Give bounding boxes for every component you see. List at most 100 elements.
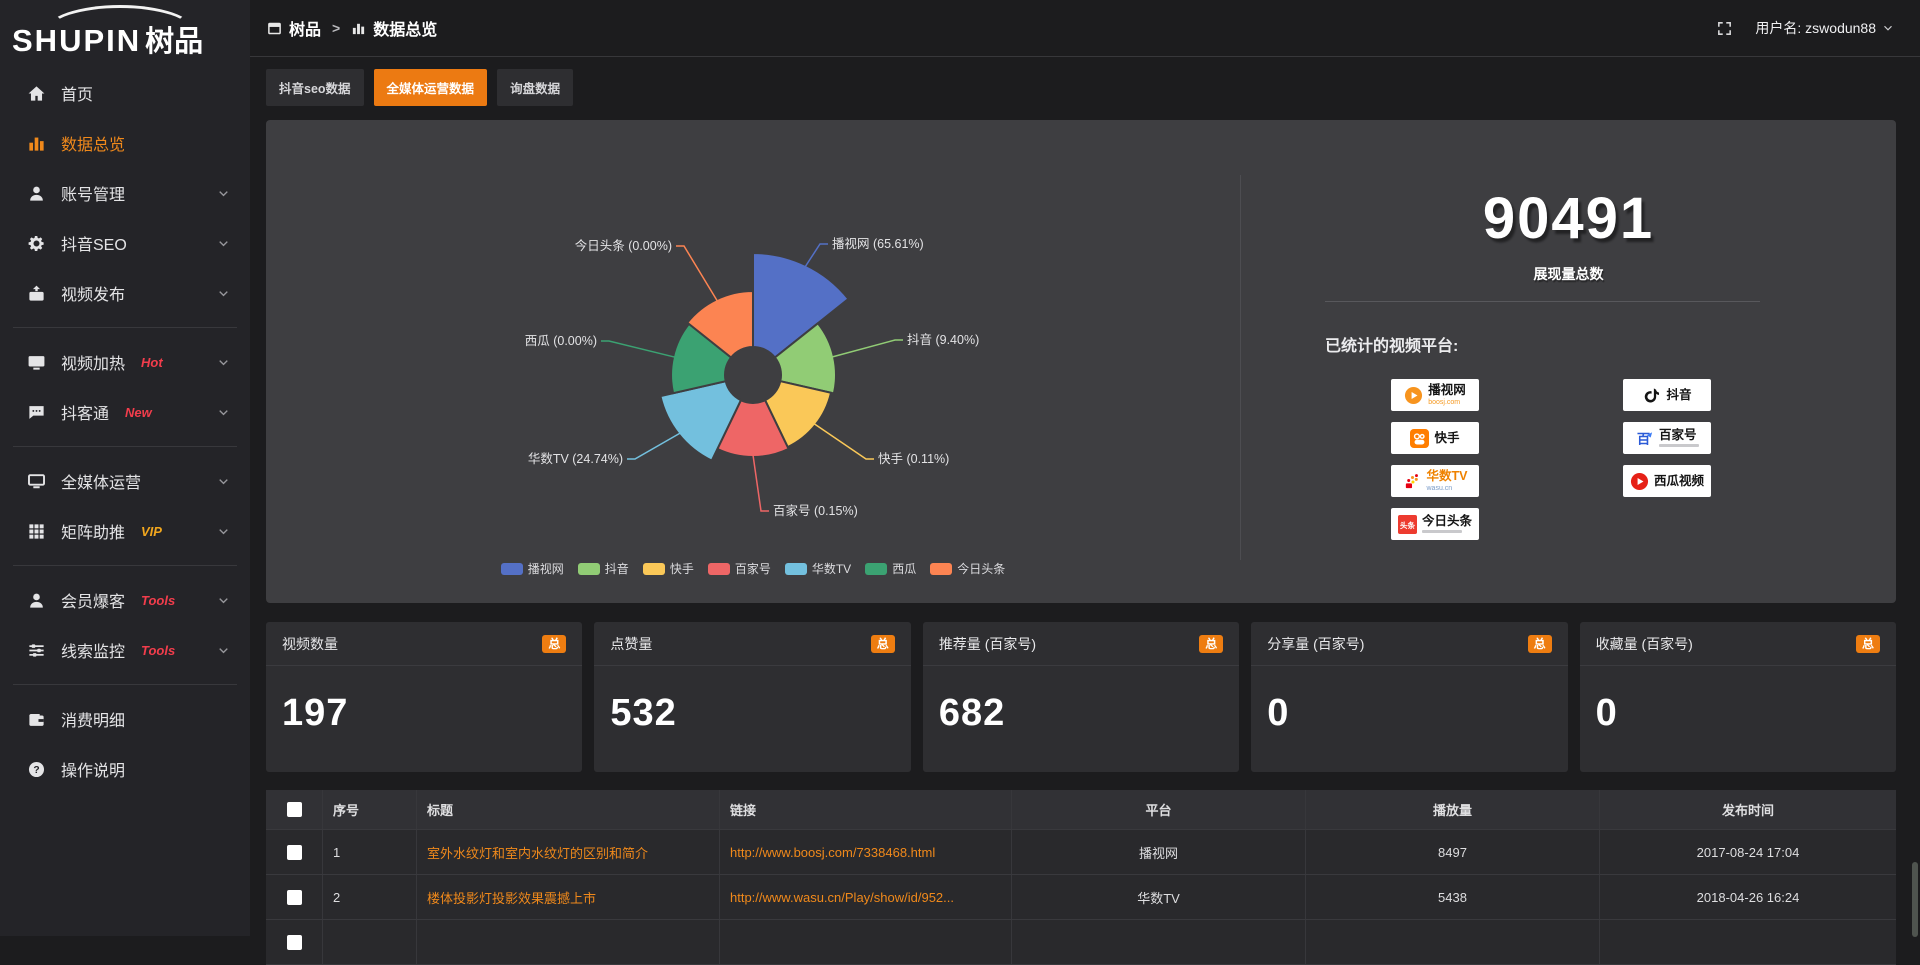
- breadcrumb-root[interactable]: 树品: [267, 16, 321, 40]
- platform-sub: boosj.com: [1428, 399, 1460, 406]
- stat-card-header: 推荐量 (百家号)总: [923, 622, 1239, 666]
- sidebar-item-label: 数据总览: [61, 131, 125, 155]
- legend-chip: [501, 563, 523, 575]
- sidebar-item-数据总览[interactable]: 数据总览: [0, 118, 250, 168]
- platform-name: 快手: [1434, 432, 1459, 445]
- legend-item-抖音[interactable]: 抖音: [578, 560, 629, 577]
- tab-询盘数据[interactable]: 询盘数据: [497, 69, 573, 106]
- chevron-down-icon: [217, 406, 230, 419]
- video-url-link[interactable]: http://www.wasu.cn/Play/show/id/952...: [730, 890, 954, 905]
- total-badge: 总: [1199, 635, 1223, 653]
- platform-sub: wasu.cn: [1427, 485, 1453, 492]
- sidebar-item-label: 账号管理: [61, 181, 125, 205]
- tab-抖音seo数据[interactable]: 抖音seo数据: [266, 69, 364, 106]
- sidebar-divider: [13, 446, 237, 447]
- sidebar-divider: [13, 327, 237, 328]
- chevron-down-icon: [217, 525, 230, 538]
- tab-全媒体运营数据[interactable]: 全媒体运营数据: [374, 69, 488, 106]
- pie-label-今日头条: 今日头条 (0.00%): [575, 238, 672, 253]
- user-solid-icon: [27, 591, 46, 610]
- sidebar-item-首页[interactable]: 首页: [0, 68, 250, 118]
- row-checkbox[interactable]: [287, 935, 302, 950]
- row-no: 1: [323, 830, 417, 874]
- username-label: 用户名: zswodun88: [1755, 18, 1876, 38]
- platform-badge-快手: 快手: [1391, 422, 1479, 454]
- chevron-down-icon: [217, 356, 230, 369]
- platform-share-chart: 播视网 (65.61%)抖音 (9.40%)快手 (0.11%)百家号 (0.1…: [266, 120, 1240, 603]
- fullscreen-icon: [1716, 20, 1733, 37]
- stat-card-value: 0: [1251, 666, 1567, 735]
- user-icon: [27, 184, 46, 203]
- pie-label-leader: [753, 455, 769, 511]
- header-no: 序号: [323, 790, 417, 829]
- pie-label-抖音: 抖音 (9.40%): [907, 332, 979, 347]
- sidebar-item-label: 视频发布: [61, 281, 125, 305]
- main-content: 抖音seo数据全媒体运营数据询盘数据 播视网 (65.61%)抖音 (9.40%…: [250, 57, 1920, 936]
- platform-badge-column-2: 抖音百百家号西瓜视频: [1623, 379, 1711, 540]
- sidebar-item-label: 视频加热: [61, 350, 125, 374]
- legend-label: 今日头条: [957, 560, 1005, 577]
- legend-item-华数TV[interactable]: 华数TV: [785, 560, 851, 577]
- bar-chart-icon: [27, 134, 46, 153]
- chevron-down-icon: [217, 594, 230, 607]
- scrollbar-thumb[interactable]: [1912, 862, 1918, 937]
- row-link-cell: http://www.wasu.cn/Play/show/id/952...: [720, 875, 1012, 919]
- sidebar-item-label: 操作说明: [61, 757, 125, 781]
- pie-label-leader: [832, 340, 903, 357]
- sidebar-item-账号管理[interactable]: 账号管理: [0, 168, 250, 218]
- sidebar-item-badge: Tools: [141, 593, 175, 608]
- stat-card-header: 点赞量总: [594, 622, 910, 666]
- legend-chip: [865, 563, 887, 575]
- legend-chip: [930, 563, 952, 575]
- breadcrumb-current[interactable]: 数据总览: [351, 16, 437, 40]
- video-title-link[interactable]: 室外水纹灯和室内水纹灯的区别和简介: [427, 843, 648, 862]
- kuaishou-logo-icon: [1410, 429, 1429, 448]
- impressions-total-label: 展现量总数: [1241, 264, 1896, 284]
- legend-item-今日头条[interactable]: 今日头条: [930, 560, 1005, 577]
- home-icon: [27, 84, 46, 103]
- chevron-down-icon: [217, 237, 230, 250]
- scrollbar-track[interactable]: [1911, 57, 1919, 936]
- sidebar-item-label: 抖音SEO: [61, 231, 127, 255]
- sidebar-item-视频发布[interactable]: 视频发布: [0, 268, 250, 318]
- sidebar-item-操作说明[interactable]: ?操作说明: [0, 744, 250, 794]
- row-checkbox[interactable]: [287, 890, 302, 905]
- select-all-checkbox[interactable]: [287, 802, 302, 817]
- user-menu[interactable]: 用户名: zswodun88: [1755, 18, 1894, 38]
- legend-item-快手[interactable]: 快手: [643, 560, 694, 577]
- sidebar-item-label: 抖客通: [61, 400, 109, 424]
- platform-name: 西瓜视频: [1654, 475, 1704, 488]
- total-badge: 总: [871, 635, 895, 653]
- sidebar-item-badge: VIP: [141, 524, 162, 539]
- sidebar-divider: [13, 684, 237, 685]
- stat-card-收藏量 (百家号): 收藏量 (百家号)总0: [1580, 622, 1896, 772]
- monitor-play-icon: [27, 353, 46, 372]
- pie-label-西瓜: 西瓜 (0.00%): [525, 334, 597, 348]
- sidebar-item-全媒体运营[interactable]: 全媒体运营: [0, 456, 250, 506]
- header-select-cell: [266, 790, 323, 829]
- wasu-logo-icon: [1403, 472, 1422, 491]
- sidebar-item-消费明细[interactable]: 消费明细: [0, 694, 250, 744]
- video-url-link[interactable]: http://www.boosj.com/7338468.html: [730, 845, 935, 860]
- legend-item-播视网[interactable]: 播视网: [501, 560, 564, 577]
- legend-item-百家号[interactable]: 百家号: [708, 560, 771, 577]
- fullscreen-icon[interactable]: [1716, 20, 1733, 37]
- legend-item-西瓜[interactable]: 西瓜: [865, 560, 916, 577]
- video-title-link[interactable]: 楼体投影灯投影效果震撼上市: [427, 888, 596, 907]
- grid-icon: [27, 522, 46, 541]
- row-no: 2: [323, 875, 417, 919]
- sidebar-item-抖音SEO[interactable]: 抖音SEO: [0, 218, 250, 268]
- row-checkbox[interactable]: [287, 845, 302, 860]
- chevron-down-icon: [217, 356, 230, 369]
- bar-chart-icon: [351, 21, 366, 36]
